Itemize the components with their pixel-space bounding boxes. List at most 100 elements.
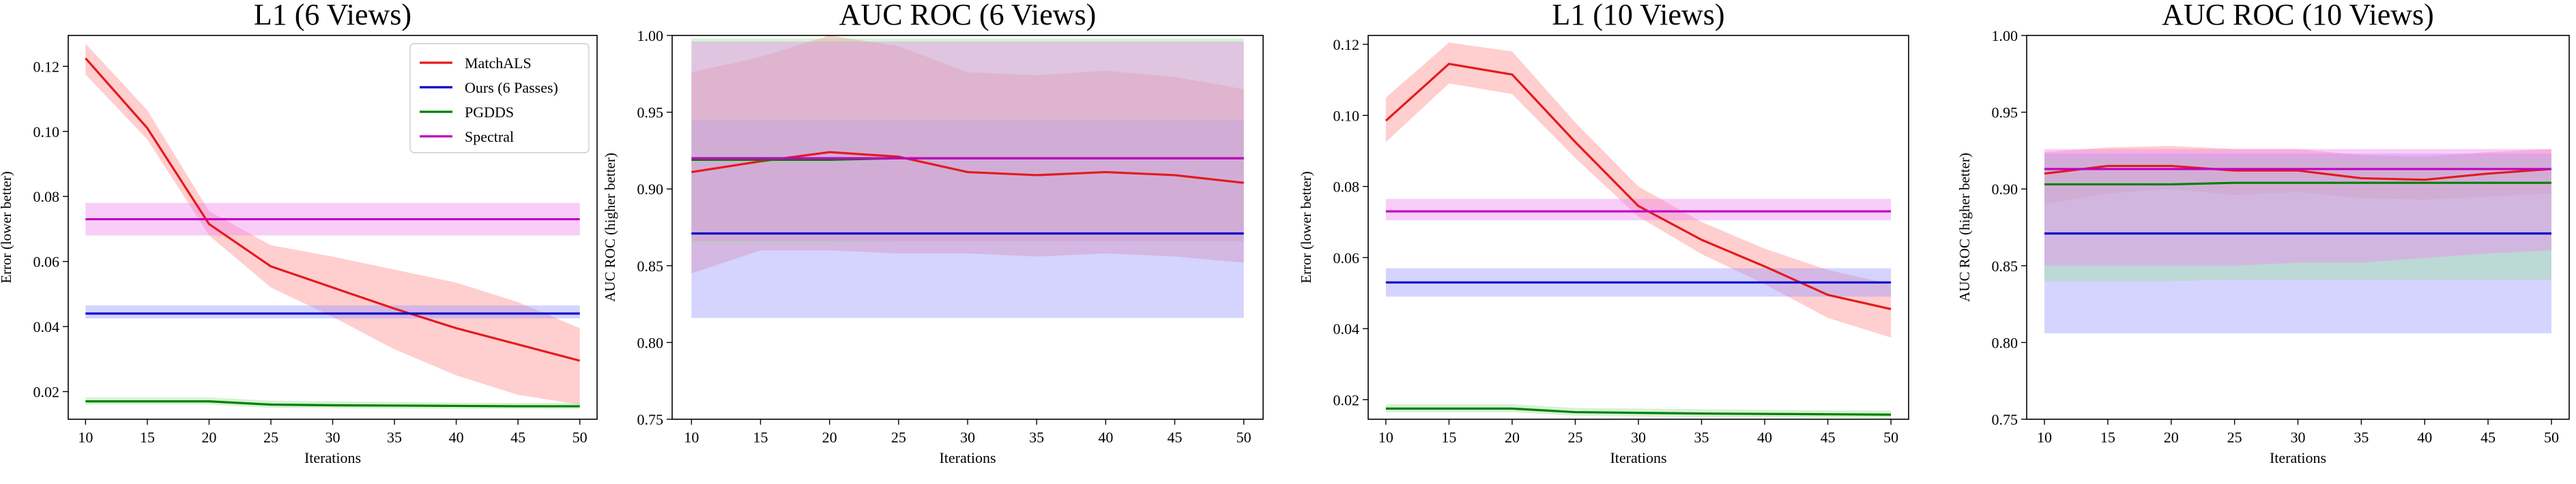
y-tick-label: 0.85	[1992, 258, 2018, 275]
series-line-matchals	[1385, 63, 1892, 310]
y-tick-label: 0.12	[1333, 36, 1360, 53]
x-tick-label: 50	[1883, 429, 1898, 446]
legend-label: Ours (6 Passes)	[465, 79, 558, 96]
y-tick-label: 0.04	[33, 318, 60, 335]
y-tick-label: 0.80	[637, 334, 664, 351]
series-line-pgdds	[2044, 181, 2551, 186]
series-line-matchals	[85, 57, 581, 362]
y-tick-label: 0.90	[637, 181, 664, 198]
series-line-pgdds	[1385, 407, 1892, 416]
y-tick-label: 1.00	[637, 27, 664, 44]
y-axis-label: AUC ROC (higher better)	[602, 153, 618, 302]
x-tick-label: 10	[1378, 429, 1393, 446]
x-tick-label: 40	[449, 429, 464, 446]
band-spectral	[1385, 198, 1892, 221]
x-tick-label: 20	[1505, 429, 1520, 446]
x-tick-label: 40	[2417, 429, 2432, 446]
chart-title: AUC ROC (10 Views)	[2162, 0, 2434, 31]
chart-panel-2: 10 15 20 25 30 35 40 45 50 0.75 0.80 0.85 0.90 0.95 1.…	[602, 0, 1264, 466]
chart-title: AUC ROC (6 Views)	[839, 0, 1097, 31]
y-tick-label: 0.75	[1992, 411, 2018, 428]
legend-label: Spectral	[465, 128, 514, 145]
y-tick-label: 0.75	[637, 411, 664, 428]
x-tick-label: 15	[1441, 429, 1456, 446]
confidence-bands	[1385, 42, 1892, 419]
x-tick-label: 35	[1694, 429, 1709, 446]
y-tick-label: 0.02	[1333, 391, 1360, 408]
x-tick-label: 25	[2227, 429, 2242, 446]
series-lines	[2044, 164, 2552, 235]
x-axis-label: Iterations	[1610, 449, 1666, 466]
confidence-bands	[691, 35, 1244, 318]
band-pgdds	[2044, 158, 2551, 282]
chart-title: L1 (6 Views)	[254, 0, 411, 31]
x-tick-label: 40	[1757, 429, 1772, 446]
y-axis-label: AUC ROC (higher better)	[1956, 153, 1973, 302]
chart-panel-4: 10 15 20 25 30 35 40 45 50 0.75 0.80 0.85 0.90 0.95 1.…	[1956, 0, 2570, 466]
x-tick-label: 35	[387, 429, 402, 446]
x-tick-label: 30	[1631, 429, 1646, 446]
x-tick-label: 30	[325, 429, 341, 446]
x-tick-label: 15	[753, 429, 768, 446]
band-matchals	[1385, 42, 1892, 338]
x-axis-label: Iterations	[939, 449, 996, 466]
x-axis-label: Iterations	[304, 449, 361, 466]
x-tick-label: 50	[2544, 429, 2559, 446]
x-tick-label: 25	[1567, 429, 1582, 446]
y-tick-label: 0.95	[1992, 104, 2018, 121]
y-tick-label: 0.02	[33, 383, 60, 400]
series-line-pgdds	[85, 400, 580, 408]
x-tick-label: 45	[1821, 429, 1836, 446]
y-tick-label: 0.06	[33, 254, 60, 271]
band-ours-6-passes-	[691, 119, 1244, 318]
chart-panel-1: 10 15 20 25 30 35 40 45 50 0.02 0.04 0.06 0.08 0.10 0.…	[0, 0, 598, 466]
x-tick-label: 10	[78, 429, 93, 446]
x-tick-label: 25	[263, 429, 278, 446]
y-tick-label: 0.08	[33, 188, 60, 205]
series-lines	[691, 151, 1244, 235]
legend-label: MatchALS	[465, 55, 532, 72]
band-matchals	[691, 35, 1244, 274]
x-tick-label: 25	[891, 429, 906, 446]
series-line-matchals	[2044, 164, 2552, 181]
chart-panel-3: 10 15 20 25 30 35 40 45 50 0.02 0.04 0.06 0.08 0.10 0.…	[1298, 0, 1909, 466]
x-tick-label: 30	[960, 429, 975, 446]
x-tick-label: 50	[573, 429, 588, 446]
x-tick-label: 45	[1168, 429, 1183, 446]
y-tick-label: 0.95	[637, 104, 664, 121]
x-tick-label: 45	[2480, 429, 2495, 446]
x-tick-label: 10	[2037, 429, 2052, 446]
y-tick-label: 0.10	[1333, 107, 1360, 124]
x-tick-label: 20	[822, 429, 837, 446]
band-pgdds	[1385, 404, 1892, 419]
x-tick-label: 10	[684, 429, 699, 446]
band-ours-6-passes-	[2044, 153, 2551, 333]
y-tick-label: 0.04	[1333, 320, 1360, 337]
confidence-bands	[2044, 146, 2551, 333]
x-tick-label: 50	[1236, 429, 1251, 446]
y-tick-label: 0.80	[1992, 334, 2018, 351]
x-tick-label: 20	[201, 429, 216, 446]
x-tick-label: 35	[1029, 429, 1044, 446]
band-spectral	[2044, 149, 2551, 266]
x-tick-label: 15	[2100, 429, 2115, 446]
series-lines	[1385, 63, 1892, 416]
series-lines	[85, 57, 581, 408]
legend: MatchALS Ours (6 Passes) PGDDS Spectral	[409, 43, 590, 153]
y-tick-label: 0.90	[1992, 181, 2018, 198]
band-ours-6-passes-	[85, 305, 580, 319]
axes-frame	[1367, 35, 1909, 420]
band-pgdds	[691, 38, 1244, 243]
x-axis-label: Iterations	[2270, 449, 2326, 466]
chart-title: L1 (10 Views)	[1552, 0, 1724, 31]
legend-box	[409, 43, 590, 153]
y-axis-label: Error (lower better)	[0, 171, 14, 283]
y-tick-label: 0.10	[33, 123, 60, 140]
x-tick-label: 20	[2164, 429, 2179, 446]
x-tick-label: 35	[2354, 429, 2369, 446]
x-tick-label: 30	[2291, 429, 2306, 446]
band-matchals	[2044, 146, 2551, 205]
band-spectral	[691, 42, 1244, 241]
legend-label: PGDDS	[465, 104, 514, 121]
